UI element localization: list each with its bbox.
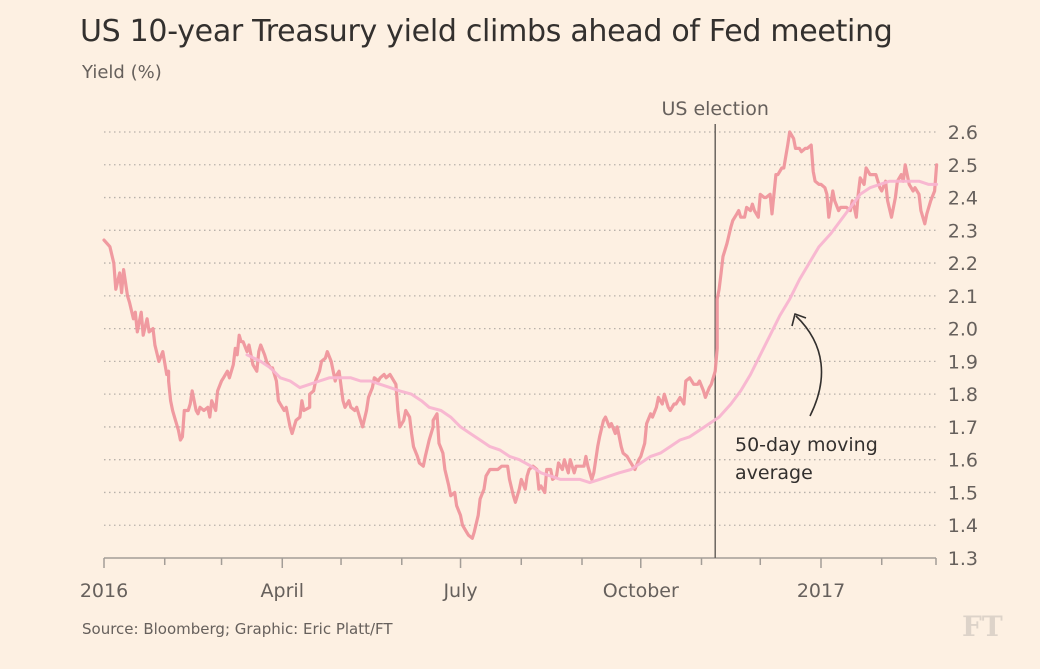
x-axis: 2016 April July October 2017	[80, 557, 937, 602]
y-tick-label: 2.1	[948, 286, 978, 308]
y-tick-label: 1.7	[948, 417, 978, 439]
series-lines	[102, 130, 939, 540]
y-axis-labels: 1.3 1.4 1.5 1.6 1.7 1.8 1.9 2.0 2.1 2.2 2.3 2.4 2.5 2…	[948, 122, 978, 570]
x-tick-label: October	[603, 580, 679, 602]
yield-line	[102, 130, 939, 540]
annotation-arrow	[795, 315, 823, 417]
y-tick-label: 1.8	[948, 384, 978, 406]
annotation: 50-day moving average	[735, 313, 878, 484]
x-tick-label: July	[442, 580, 477, 602]
x-tick-label: 2016	[80, 580, 128, 602]
annotation-text: average	[735, 462, 813, 484]
x-tick-label: 2017	[797, 580, 845, 602]
y-tick-label: 2.3	[948, 220, 978, 242]
chart-title: US 10-year Treasury yield climbs ahead o…	[80, 14, 893, 49]
arrow-head-icon	[791, 313, 807, 327]
y-tick-label: 1.4	[948, 515, 978, 537]
y-tick-label: 2.2	[948, 253, 978, 275]
y-tick-label: 1.6	[948, 450, 978, 472]
y-tick-label: 2.5	[948, 155, 978, 177]
event-marker: US election	[661, 98, 769, 558]
x-tick-label: April	[261, 580, 304, 602]
ft-logo: FT	[962, 610, 1003, 643]
y-tick-label: 1.5	[948, 482, 978, 504]
y-tick-label: 1.9	[948, 351, 978, 373]
source-note: Source: Bloomberg; Graphic: Eric Platt/F…	[82, 620, 393, 638]
moving-average-line	[245, 179, 939, 485]
annotation-text: 50-day moving	[735, 434, 878, 456]
y-tick-label: 2.4	[948, 188, 978, 210]
election-label: US election	[661, 98, 769, 120]
y-axis-unit-label: Yield (%)	[82, 62, 162, 83]
y-tick-label: 2.0	[948, 319, 978, 341]
y-tick-label: 2.6	[948, 122, 978, 144]
y-tick-label: 1.3	[948, 548, 978, 570]
